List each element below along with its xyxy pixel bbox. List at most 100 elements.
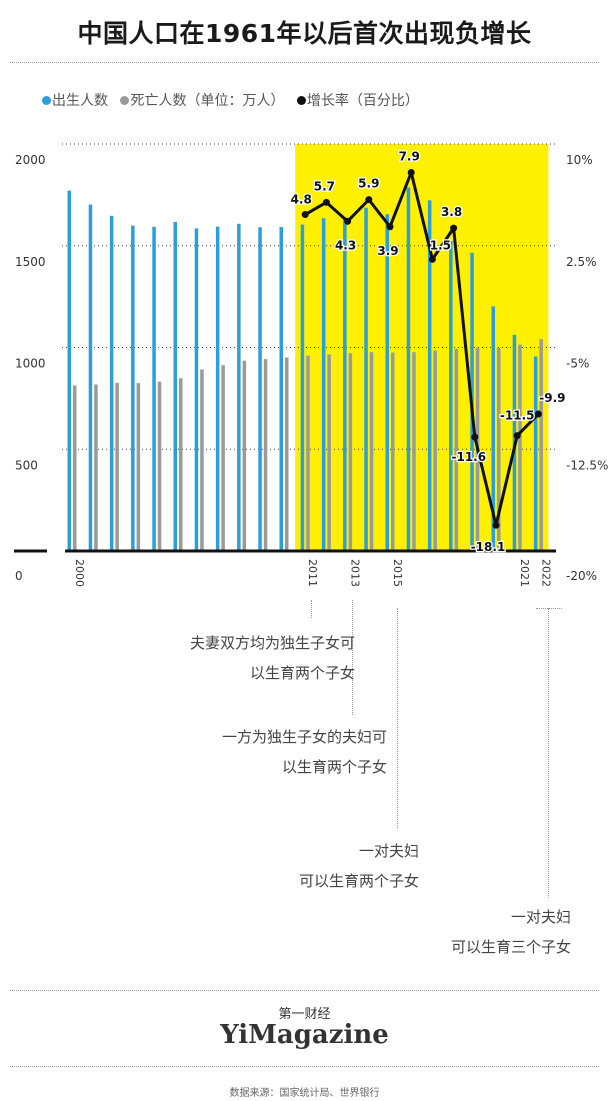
bar-deaths-2012: [327, 354, 331, 551]
left-axis-label-1500: 1500: [15, 255, 46, 269]
bar-births-2005: [173, 221, 177, 551]
legend: 出生人数 死亡人数（单位：万人） 增长率（百分比）: [42, 90, 427, 110]
bar-births-2003: [131, 225, 135, 551]
bar-births-2022: [533, 356, 538, 551]
legend-deaths: 死亡人数（单位：万人）: [120, 90, 284, 110]
bar-births-2018: [449, 241, 453, 551]
bar-births-2006: [194, 228, 199, 551]
annotation-leader-top: [536, 608, 562, 609]
growth-point-2011: [301, 211, 309, 219]
bar-births-2020: [491, 306, 495, 551]
bar-births-2013: [343, 217, 347, 551]
title-divider: [10, 62, 599, 63]
bar-births-2002: [109, 215, 114, 551]
growth-label-2012: 5.7: [314, 179, 335, 193]
legend-births: 出生人数: [42, 90, 108, 110]
bar-deaths-2022: [539, 339, 543, 551]
growth-point-2015: [386, 223, 394, 231]
brand-divider-bottom: [10, 1066, 599, 1067]
growth-label-2016: 7.9: [399, 149, 420, 163]
growth-label-2021: -11.5: [500, 409, 535, 423]
growth-point-2019: [471, 433, 479, 441]
growth-point-2018: [450, 224, 458, 232]
year-label-2013: 2013: [349, 559, 362, 587]
bar-births-2008: [237, 223, 241, 551]
legend-deaths-label: 死亡人数（单位：万人）: [130, 93, 285, 109]
left-axis-label-0: 0: [15, 569, 23, 583]
bar-deaths-2014: [369, 352, 374, 551]
annotation-2021-line1: 一对夫妇: [510, 908, 571, 926]
bar-deaths-2013: [348, 353, 353, 551]
bar-deaths-2017: [433, 350, 437, 551]
left-axis-label-1000: 1000: [15, 357, 46, 371]
right-axis-label--20%: -20%: [566, 569, 597, 583]
bar-deaths-2003: [136, 383, 141, 551]
bar-deaths-2009: [263, 359, 268, 551]
annotation-2013: 一方为独生子女的夫妇可 以生育两个子女: [222, 722, 387, 782]
bar-births-2007: [215, 226, 220, 551]
annotation-2015-line1: 一对夫妇: [358, 842, 419, 860]
legend-growth-label: 增长率（百分比）: [306, 93, 419, 109]
growth-label-2020: -18.1: [471, 540, 506, 554]
legend-growth-swatch: [296, 96, 306, 105]
bar-deaths-2018: [454, 348, 459, 551]
annotation-2015-line2: 可以生育两个子女: [298, 872, 419, 890]
growth-label-2015: 3.9: [377, 244, 398, 258]
year-label-2000: 2000: [73, 559, 86, 587]
growth-label-2018: 3.8: [441, 205, 462, 219]
bar-births-2016: [406, 187, 411, 551]
growth-point-2012: [322, 198, 330, 206]
annotation-leader-2015: [397, 608, 398, 828]
bar-births-2012: [321, 218, 326, 551]
annotation-2021: 一对夫妇 可以生育三个子女: [451, 902, 571, 962]
bar-deaths-2008: [242, 360, 247, 551]
annotation-2015: 一对夫妇 可以生育两个子女: [299, 836, 419, 896]
bar-births-2010: [279, 227, 283, 551]
growth-point-2022: [534, 410, 542, 418]
annotation-2011-line1: 夫妻双方均为独生子女可: [189, 634, 355, 652]
growth-point-2016: [407, 168, 415, 176]
annotation-leader-2021: [548, 608, 549, 898]
bar-births-2011: [300, 224, 305, 551]
bar-births-2015: [385, 214, 389, 551]
annotation-leader-2011: [311, 600, 312, 618]
right-axis-label--5%: -5%: [566, 357, 589, 371]
growth-point-2017: [428, 255, 436, 263]
growth-label-2011: 4.8: [291, 193, 312, 207]
growth-label-2014: 5.9: [358, 177, 379, 191]
bar-deaths-2004: [157, 381, 162, 551]
annotation-2013-line1: 一方为独生子女的夫妇可: [221, 728, 387, 746]
growth-point-2021: [513, 432, 521, 440]
year-label-2015: 2015: [391, 559, 404, 587]
bar-births-2000: [67, 190, 71, 551]
bar-births-2001: [88, 204, 93, 551]
left-axis-label-2000: 2000: [15, 153, 46, 167]
right-axis-label-10%: 10%: [566, 153, 593, 167]
annotation-2013-line2: 以生育两个子女: [281, 758, 387, 776]
bar-deaths-2020: [497, 347, 501, 551]
year-label-2021: 2021: [518, 559, 531, 587]
growth-rate-line: [304, 170, 540, 527]
bar-deaths-2005: [179, 378, 183, 551]
growth-label-2017: 1.5: [430, 238, 451, 252]
growth-point-2020: [492, 521, 500, 529]
legend-deaths-swatch: [120, 96, 130, 105]
bar-deaths-2000: [73, 385, 77, 551]
growth-label-2013: 4.3: [335, 238, 356, 252]
bar-births-2017: [427, 200, 432, 551]
bar-deaths-2007: [221, 365, 225, 551]
annotation-leader-2013: [352, 600, 353, 715]
bar-deaths-2015: [391, 352, 395, 551]
legend-births-label: 出生人数: [52, 93, 108, 109]
annotation-2011: 夫妻双方均为独生子女可 以生育两个子女: [190, 628, 355, 688]
brand-logo-en: YiMagazine: [220, 1020, 389, 1050]
bar-deaths-2001: [94, 384, 98, 551]
legend-growth: 增长率（百分比）: [296, 90, 419, 110]
right-axis-label--12.5%: -12.5%: [566, 458, 608, 472]
annotation-2021-line2: 可以生育三个子女: [450, 938, 571, 956]
bar-births-2009: [258, 227, 262, 551]
growth-label-2019: -11.6: [452, 450, 487, 464]
bar-deaths-2011: [306, 355, 310, 551]
population-chart: 0 500 1000 1500 2000 -20% -12.5% -5% 2.5% 10% 2000…: [14, 143, 608, 587]
data-source: 数据来源：国家统计局、世界银行: [229, 1088, 380, 1099]
